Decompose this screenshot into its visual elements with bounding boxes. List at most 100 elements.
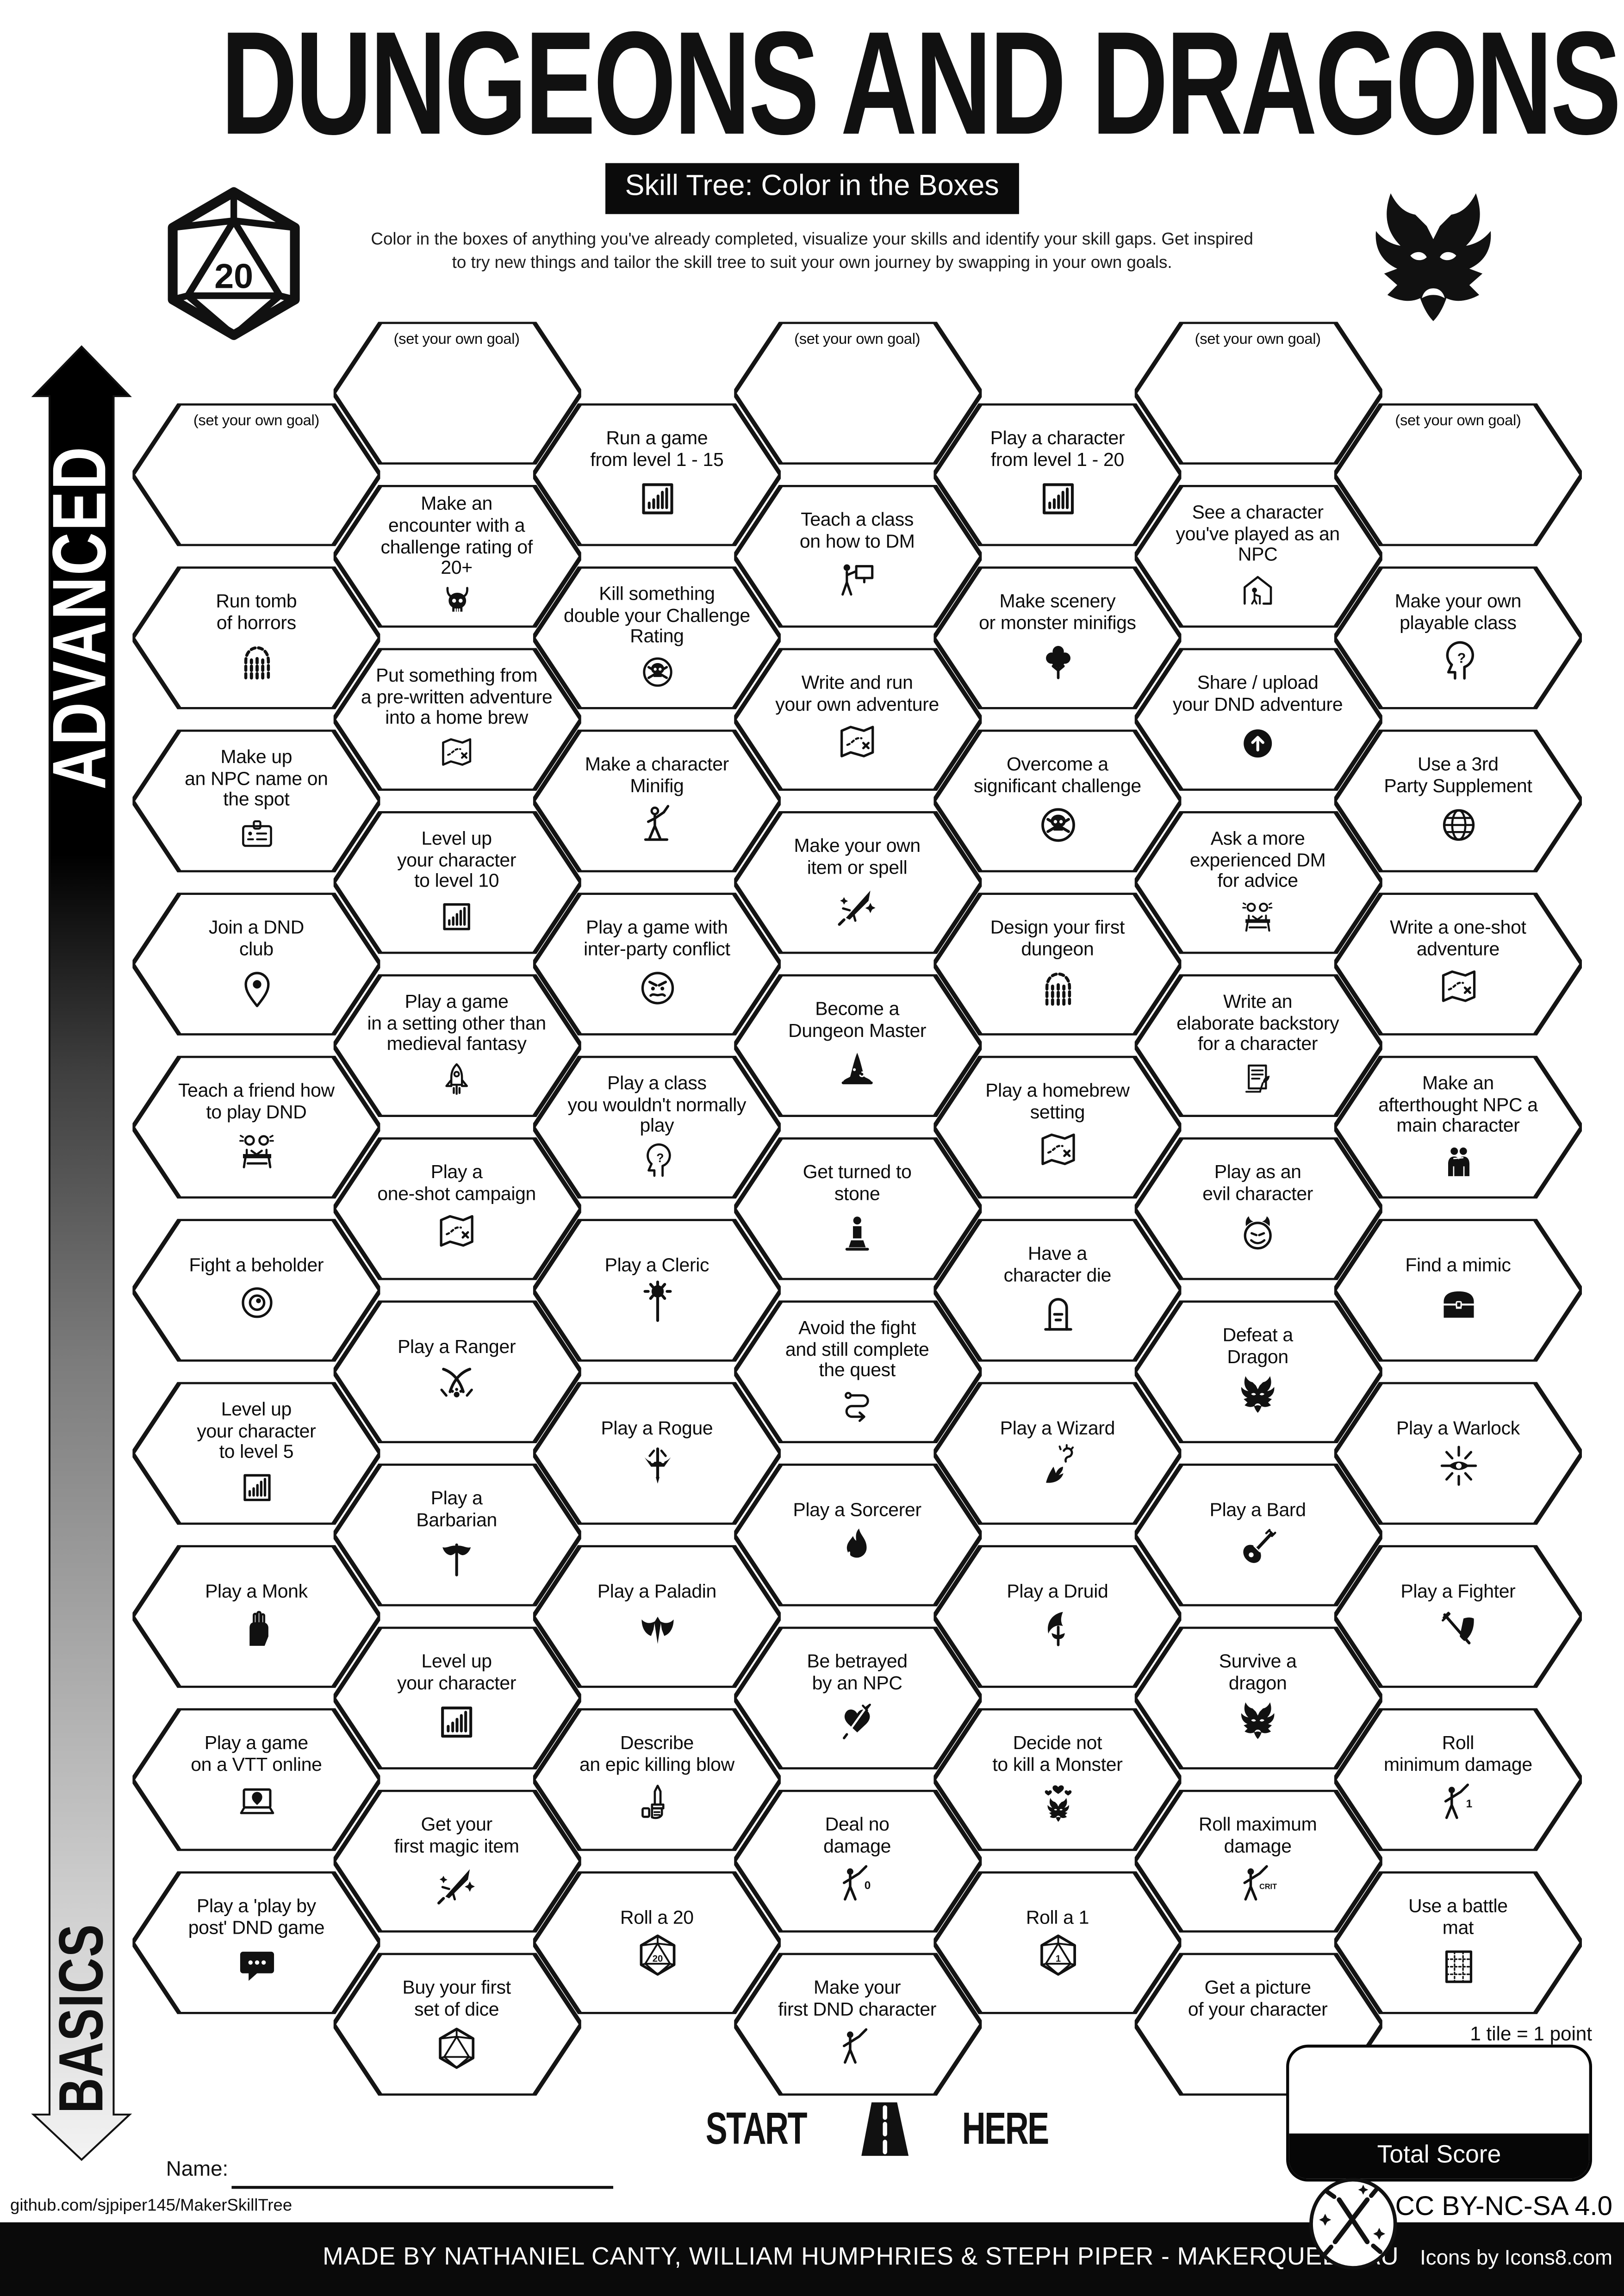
hex-tile[interactable]: (set your own goal) [1334,403,1582,546]
hex-tile[interactable]: Ask a more experienced DM for advice [1134,811,1382,954]
hex-tile[interactable]: (set your own goal) [1134,322,1382,465]
hex-tile[interactable]: Make up an NPC name on the spot [132,729,380,873]
hex-tile[interactable]: Play a game in a setting other than medi… [333,974,581,1117]
hex-tile[interactable]: Deal no damage 0 [733,1790,981,1933]
hex-content: Play a one-shot campaign [333,1137,580,1280]
hex-tile[interactable]: Level up your character [333,1626,581,1769]
chat-bubble-icon [234,1944,279,1989]
hex-tile[interactable]: Make your own playable class? [1334,566,1582,709]
hex-tile[interactable]: Fight a beholder [132,1219,380,1362]
hex-border [733,974,981,1117]
hex-label: Teach a friend how to play DND [178,1079,335,1123]
hex-tile[interactable]: Describe an epic killing blow [533,1708,781,1851]
hex-tile[interactable]: Play a game on a VTT online [132,1708,380,1851]
hex-label: Play a Bard [1209,1498,1306,1520]
hex-tile[interactable]: Defeat a Dragon [1134,1300,1382,1443]
figure-sword-icon: 0 [834,1862,880,1908]
hex-tile[interactable]: Make an afterthought NPC a main characte… [1334,1055,1582,1199]
portrait-icon: undefined [1235,2025,1281,2071]
hex-label: Decide not to kill a Monster [992,1731,1123,1775]
hex-tile[interactable]: Play a 'play by post' DND game [132,1871,380,2014]
hex-tile[interactable]: Play a Barbarian [333,1464,581,1607]
hex-tile[interactable]: Make an encounter with a challenge ratin… [333,485,581,628]
hex-content: Get a picture of your character undefined [1134,1953,1381,2096]
hex-tile[interactable]: Design your first dungeon [933,893,1182,1036]
hex-tile[interactable]: Level up your character to level 10 [333,811,581,954]
hex-tile[interactable]: Make your first DND character [733,1953,981,2096]
hex-tile[interactable]: Have a character die [933,1219,1182,1362]
hex-tile[interactable]: Join a DND club [132,893,380,1036]
total-score-box[interactable]: Total Score [1286,2044,1592,2182]
hex-tile[interactable]: See a character you've played as an NPC [1134,485,1382,628]
tombstone-icon [1035,1291,1080,1337]
map-icon [1035,1129,1080,1174]
hex-tile[interactable]: Run a game from level 1 - 15 [533,403,781,546]
hex-tile[interactable]: Roll minimum damage 1 [1334,1708,1582,1851]
hex-tile[interactable]: (set your own goal) [733,322,981,465]
hex-label: Make a character Minifig [585,753,729,797]
hex-tile[interactable]: Buy your first set of dice [333,1953,581,2096]
skull-crossbones-icon [1035,802,1080,848]
hex-tile[interactable]: Level up your character to level 5 [132,1382,380,1525]
hex-tile[interactable]: Play a Druid [933,1545,1182,1688]
hex-tile[interactable]: Play a Wizard [933,1382,1182,1525]
hex-tile[interactable]: Play a Cleric [533,1219,781,1362]
hex-tile[interactable]: Play a homebrew setting [933,1055,1182,1199]
hex-tile[interactable]: (set your own goal) [132,403,380,546]
hex-label: Find a mimic [1405,1253,1511,1275]
hex-tile[interactable]: Play a class you wouldn't normally play? [533,1055,781,1199]
hex-tile[interactable]: Get turned to stone [733,1137,981,1280]
hex-border [1134,1464,1382,1607]
hex-tile[interactable]: Play as an evil character [1134,1137,1382,1280]
hex-tile[interactable]: Play a character from level 1 - 20 [933,403,1182,546]
hex-tile[interactable]: Play a Rogue [533,1382,781,1525]
hex-tile[interactable]: Avoid the fight and still complete the q… [733,1300,981,1443]
hex-content: See a character you've played as an NPC [1134,485,1381,627]
hex-tile[interactable]: Roll a 1 1 [933,1871,1182,2014]
hex-tile[interactable]: Play a game with inter-party conflict [533,893,781,1036]
hex-border [132,1055,380,1199]
hex-tile[interactable]: Run tomb of horrors [132,566,380,709]
hex-content: Roll minimum damage 1 [1334,1708,1582,1851]
skull-crossbones-icon [637,653,677,692]
hex-tile[interactable]: Be betrayed by an NPC [733,1626,981,1769]
hex-tile[interactable]: Get your first magic item [333,1790,581,1933]
hex-tile[interactable]: Play a Paladin [533,1545,781,1688]
hex-tile[interactable]: Make your own item or spell [733,811,981,954]
hex-tile[interactable]: Play a one-shot campaign [333,1137,581,1280]
hex-tile[interactable]: Play a Ranger [333,1300,581,1443]
hex-content: Play a class you wouldn't normally play? [533,1056,781,1198]
magic-sword-icon [834,884,880,929]
hex-tile[interactable]: Roll maximum damage CRIT [1134,1790,1382,1933]
axe-icon [434,1536,479,1582]
hex-tile[interactable]: Play a Warlock [1334,1382,1582,1525]
hex-tile[interactable]: Make a character Minifig [533,729,781,873]
hex-tile[interactable]: (set your own goal) [333,322,581,465]
hex-tile[interactable]: Survive a dragon [1134,1626,1382,1769]
hex-tile[interactable]: Use a 3rd Party Supplement [1334,729,1582,873]
hex-tile[interactable]: Play a Monk [132,1545,380,1688]
hex-content: Write and run your own adventure [734,648,981,791]
hex-tile[interactable]: Play a Sorcerer [733,1464,981,1607]
hex-tile[interactable]: Write an elaborate backstory for a chara… [1134,974,1382,1117]
chart-icon [635,476,680,521]
hex-tile[interactable]: Become a Dungeon Master [733,974,981,1117]
hex-tile[interactable]: Decide not to kill a Monster [933,1708,1182,1851]
hex-tile[interactable]: Put something from a pre-written adventu… [333,648,581,791]
hex-border [1334,1219,1582,1362]
name-input-line[interactable] [231,2186,614,2189]
hex-tile[interactable]: Teach a friend how to play DND [132,1055,380,1199]
hex-tile[interactable]: Play a Bard [1134,1464,1382,1607]
hex-tile[interactable]: Share / upload your DND adventure [1134,648,1382,791]
hex-tile[interactable]: Write and run your own adventure [733,648,981,791]
hex-tile[interactable]: Write a one-shot adventure [1334,893,1582,1036]
hex-tile[interactable]: Overcome a significant challenge [933,729,1182,873]
hex-tile[interactable]: Use a battle mat [1334,1871,1582,2014]
hex-tile[interactable]: Find a mimic [1334,1219,1582,1362]
hex-tile[interactable]: Roll a 20 20 [533,1871,781,2014]
hex-tile[interactable]: Kill something double your Challenge Rat… [533,566,781,709]
hex-tile[interactable]: Play a Fighter [1334,1545,1582,1688]
hex-tile[interactable]: Make scenery or monster minifigs [933,566,1182,709]
hex-tile[interactable]: Teach a class on how to DM [733,485,981,628]
hex-content: Roll a 1 1 [933,1871,1181,2014]
